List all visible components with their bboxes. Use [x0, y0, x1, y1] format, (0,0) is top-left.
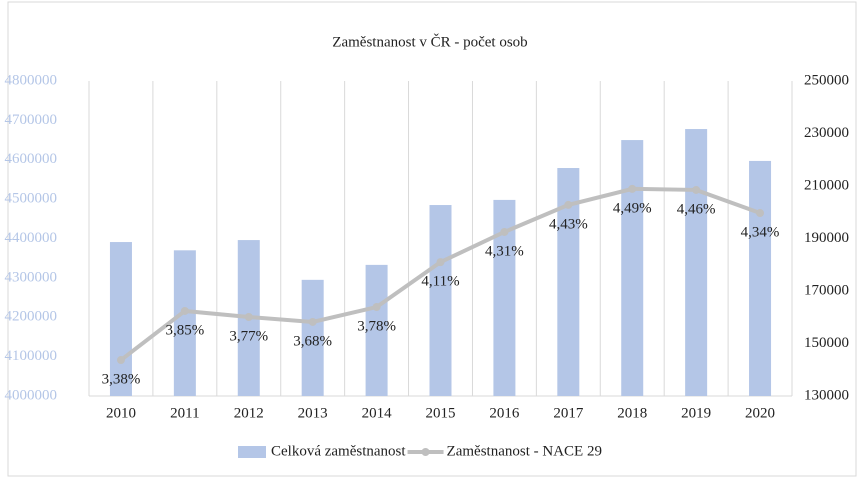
bar	[749, 160, 772, 396]
y2-tick-label: 230000	[804, 125, 849, 141]
marker	[244, 312, 253, 321]
marker	[500, 227, 509, 236]
x-tick-label: 2014	[362, 405, 393, 421]
data-label: 4,43%	[549, 216, 588, 232]
y-tick-label: 4100000	[5, 348, 58, 364]
y-tick-label: 4500000	[5, 191, 58, 207]
marker	[116, 356, 125, 365]
data-label: 3,78%	[357, 318, 396, 334]
marker	[756, 209, 765, 218]
y-tick-label: 4000000	[5, 387, 58, 403]
data-label: 3,85%	[165, 322, 204, 338]
bar	[621, 140, 644, 396]
x-tick-label: 2018	[617, 405, 647, 421]
x-tick-label: 2020	[745, 405, 775, 421]
marker	[308, 317, 317, 326]
y-tick-label: 4300000	[5, 269, 58, 285]
bar	[557, 168, 580, 396]
x-tick-label: 2011	[170, 405, 199, 421]
y-tick-label: 4600000	[5, 151, 58, 167]
y2-tick-label: 170000	[804, 282, 849, 298]
x-tick-label: 2012	[234, 405, 264, 421]
legend-label: Celková zaměstnanost	[271, 443, 406, 459]
x-tick-label: 2017	[553, 405, 584, 421]
bar	[365, 264, 388, 396]
x-tick-label: 2013	[298, 405, 328, 421]
marker	[628, 184, 637, 193]
data-label: 4,34%	[741, 224, 780, 240]
y2-tick-label: 250000	[804, 72, 849, 88]
bar	[429, 205, 452, 396]
data-label: 3,77%	[229, 328, 268, 344]
marker	[372, 303, 381, 312]
data-label: 4,49%	[613, 200, 652, 216]
x-tick-label: 2015	[426, 405, 456, 421]
x-tick-label: 2016	[489, 405, 520, 421]
y-tick-label: 4700000	[5, 112, 58, 128]
data-label: 4,46%	[677, 201, 716, 217]
chart-title: Zaměstnanost v ČR - počet osob	[332, 33, 527, 50]
y2-tick-label: 210000	[804, 177, 849, 193]
marker	[436, 258, 445, 267]
y2-tick-label: 190000	[804, 230, 849, 246]
marker	[180, 306, 189, 315]
y2-tick-label: 150000	[804, 335, 849, 351]
bar	[173, 250, 196, 396]
data-label: 3,68%	[293, 333, 332, 349]
marker	[564, 200, 573, 209]
data-label: 3,38%	[102, 371, 141, 387]
bar	[685, 129, 708, 396]
data-label: 4,11%	[421, 274, 459, 290]
y-tick-label: 4200000	[5, 309, 58, 325]
marker	[692, 185, 701, 194]
x-tick-label: 2019	[681, 405, 711, 421]
y-tick-label: 4800000	[5, 72, 58, 88]
legend-marker	[421, 448, 430, 456]
bar	[301, 279, 324, 396]
y2-tick-label: 130000	[804, 387, 849, 403]
data-label: 4,31%	[485, 243, 524, 259]
bar	[493, 199, 516, 396]
legend-label: Zaměstnanost - NACE 29	[447, 443, 602, 459]
legend-swatch	[238, 446, 266, 458]
x-tick-label: 2010	[106, 405, 136, 421]
y-tick-label: 4400000	[5, 230, 58, 246]
